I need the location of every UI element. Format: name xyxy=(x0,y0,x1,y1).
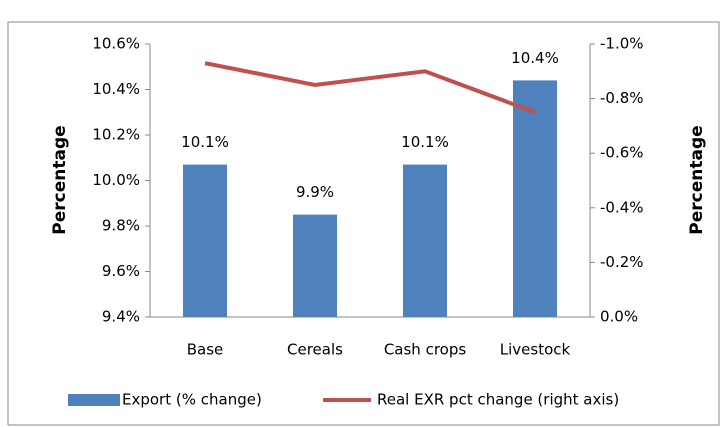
value-label: 10.4% xyxy=(511,49,559,67)
chart-border xyxy=(7,21,720,426)
x-tick-label: Cash crops xyxy=(384,341,467,359)
bar xyxy=(403,164,447,317)
y-tick-label: 10.4% xyxy=(92,80,140,98)
y2-tick-label: -0.8% xyxy=(600,89,644,107)
y-tick-label: 9.6% xyxy=(102,262,140,280)
bar xyxy=(513,80,557,318)
y-axis-title: Percentage xyxy=(50,125,70,234)
y-tick-label: 10.0% xyxy=(92,171,140,189)
y2-tick-label: -1.0% xyxy=(600,35,644,53)
value-label: 9.9% xyxy=(296,183,334,201)
x-tick-label: Livestock xyxy=(500,341,571,359)
bar xyxy=(183,164,227,317)
y-tick-label: 9.8% xyxy=(102,217,140,235)
legend-label: Real EXR pct change (right axis) xyxy=(377,391,619,409)
y-tick-label: 10.6% xyxy=(92,35,140,53)
y-tick-label: 10.2% xyxy=(92,126,140,144)
legend-swatch xyxy=(68,394,120,406)
y2-tick-label: 0.0% xyxy=(600,308,638,326)
y2-axis-title: Percentage xyxy=(687,125,707,234)
y2-tick-label: -0.4% xyxy=(600,198,644,216)
value-label: 10.1% xyxy=(181,133,229,151)
y2-tick-label: -0.2% xyxy=(600,253,644,271)
value-label: 10.1% xyxy=(401,133,449,151)
y2-tick-label: -0.6% xyxy=(600,144,644,162)
x-tick-label: Cereals xyxy=(287,341,343,359)
line xyxy=(204,61,536,115)
y-tick-label: 9.4% xyxy=(102,308,140,326)
legend-label: Export (% change) xyxy=(122,391,262,409)
x-tick-label: Base xyxy=(187,341,224,359)
bar xyxy=(293,214,337,317)
